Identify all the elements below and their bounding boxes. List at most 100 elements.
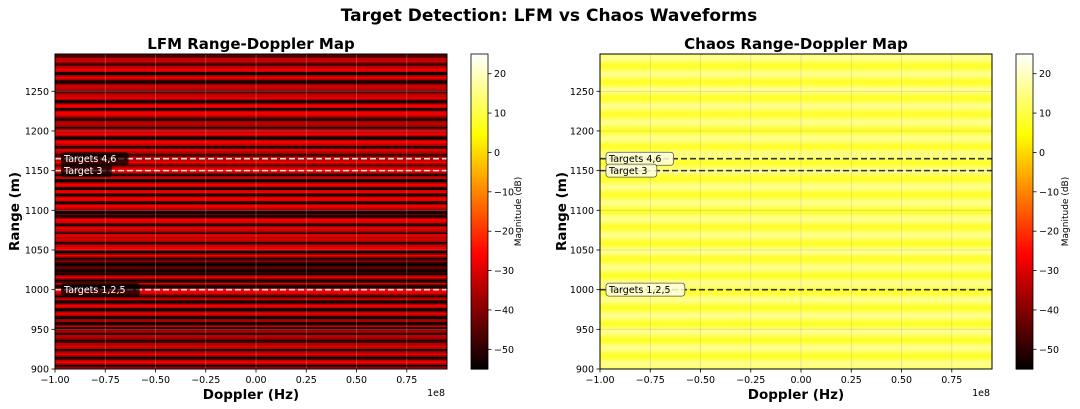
chaos-heatmap-row [600, 175, 992, 178]
lfm-heatmap-row [55, 71, 447, 74]
chaos-heatmap-row [600, 109, 992, 112]
lfm-heatmap-row [55, 343, 447, 346]
lfm-colorbar-segment [471, 258, 488, 262]
lfm-heatmap-row [55, 145, 447, 148]
lfm-colorbar-segment [471, 232, 488, 236]
lfm-heatmap-row [55, 276, 447, 279]
chaos-heatmap-row [600, 208, 992, 211]
chaos-colorbar-tick-label: −50 [1039, 345, 1059, 356]
lfm-colorbar-segment [471, 161, 488, 165]
lfm-ytick-label: 1150 [25, 166, 49, 177]
lfm-colorbar-tick-label: −40 [494, 305, 514, 316]
chaos-heatmap-row [600, 57, 992, 60]
chaos-heatmap-row [600, 309, 992, 312]
lfm-heatmap-row [55, 224, 447, 227]
chaos-colorbar-segment [1016, 114, 1033, 118]
chaos-heatmap-row [600, 277, 992, 280]
lfm-colorbar-segment [471, 348, 488, 352]
lfm-colorbar-segment [471, 103, 488, 108]
lfm-heatmap-row [55, 66, 447, 69]
lfm-colorbar-segment [471, 342, 488, 346]
chaos-heatmap-row [600, 55, 992, 58]
lfm-heatmap-row [55, 77, 447, 80]
chaos-heatmap-row [600, 265, 992, 268]
lfm-heatmap-row [55, 288, 447, 291]
chaos-heatmap-row [600, 107, 992, 110]
chaos-heatmap-row [600, 351, 992, 354]
chaos-heatmap-row [600, 216, 992, 219]
suptitle: Target Detection: LFM vs Chaos Waveforms [341, 6, 758, 26]
lfm-colorbar-segment [471, 206, 488, 210]
lfm-colorbar-segment [471, 345, 488, 349]
lfm-heatmap-row [55, 181, 447, 184]
lfm-heatmap-row [55, 90, 447, 93]
lfm-colorbar-segment [471, 117, 488, 121]
lfm-heatmap-row [55, 269, 447, 272]
lfm-heatmap-row [55, 313, 447, 317]
chaos-heatmap-row [600, 321, 992, 324]
chaos-heatmap-row [600, 283, 992, 287]
lfm-heatmap-row [55, 135, 447, 139]
chaos-heatmap-row [600, 173, 992, 176]
lfm-heatmap-row [55, 195, 447, 198]
chaos-colorbar-segment [1016, 271, 1033, 276]
chaos-heatmap-row [600, 181, 992, 184]
lfm-heatmap-row [55, 236, 447, 239]
chaos-heatmap-row [600, 72, 992, 76]
chaos-heatmap-row [600, 343, 992, 346]
lfm-xtick-label: −0.50 [141, 375, 170, 386]
chaos-colorbar-segment [1016, 208, 1033, 213]
chaos-heatmap-row [600, 298, 992, 301]
lfm-colorbar-segment [471, 174, 488, 178]
chaos-colorbar-segment [1016, 203, 1033, 207]
chaos-colorbar-segment [1016, 327, 1033, 331]
lfm-ytick-label: 1050 [25, 245, 49, 256]
lfm-heatmap-row [55, 107, 447, 110]
chaos-heatmap-row [600, 96, 992, 99]
chaos-heatmap-row [600, 74, 992, 77]
lfm-colorbar-label: Magnitude (dB) [514, 177, 524, 246]
lfm-colorbar-segment [471, 122, 488, 126]
lfm-heatmap-row [55, 184, 447, 187]
chaos-colorbar-segment [1016, 248, 1033, 252]
lfm-heatmap-row [55, 346, 447, 350]
chaos-xlabel: Doppler (Hz) [748, 387, 844, 403]
lfm-heatmap-row [55, 285, 447, 288]
chaos-annotation-label: Targets 1,2,5 [608, 285, 671, 296]
lfm-xtick-label: −0.75 [91, 375, 120, 386]
chaos-heatmap-row [600, 287, 992, 290]
lfm-colorbar-segment [471, 185, 488, 189]
chaos-colorbar-segment [1016, 206, 1033, 210]
lfm-colorbar-segment [471, 106, 488, 110]
chaos-annotation-box [605, 282, 686, 297]
chaos-colorbar-segment [1016, 306, 1033, 310]
lfm-annotation-box [61, 152, 129, 166]
chaos-heatmap-row [600, 306, 992, 309]
chaos-heatmap-row [600, 54, 992, 57]
chaos-heatmap-row [600, 85, 992, 88]
lfm-colorbar-segment [471, 59, 488, 63]
chaos-heatmap-row [600, 362, 992, 365]
chaos-colorbar-segment [1016, 185, 1033, 189]
lfm-heatmap-row [55, 274, 447, 277]
lfm-heatmap-row [55, 335, 447, 339]
lfm-colorbar-segment [471, 187, 488, 192]
chaos-annotation-label: Target 3 [608, 166, 647, 177]
chaos-colorbar-segment [1016, 135, 1033, 139]
lfm-heatmap-row [55, 126, 447, 129]
lfm-colorbar-segment [471, 327, 488, 331]
chaos-heatmap-row [600, 167, 992, 170]
lfm-heatmap-row [55, 279, 447, 282]
lfm-heatmap-row [55, 265, 447, 268]
lfm-heatmap-row [55, 208, 447, 211]
lfm-heatmap-row [55, 91, 447, 94]
lfm-colorbar-tick-label: −10 [494, 187, 514, 198]
lfm-heatmap-row [55, 230, 447, 233]
chaos-heatmap-row [600, 205, 992, 208]
chaos-heatmap-row [600, 268, 992, 271]
lfm-colorbar-segment [471, 101, 488, 105]
lfm-heatmap-row [55, 63, 447, 66]
lfm-heatmap-row [55, 354, 447, 357]
chaos-ytick-label: 1000 [570, 285, 594, 296]
chaos-heatmap-row [600, 148, 992, 151]
